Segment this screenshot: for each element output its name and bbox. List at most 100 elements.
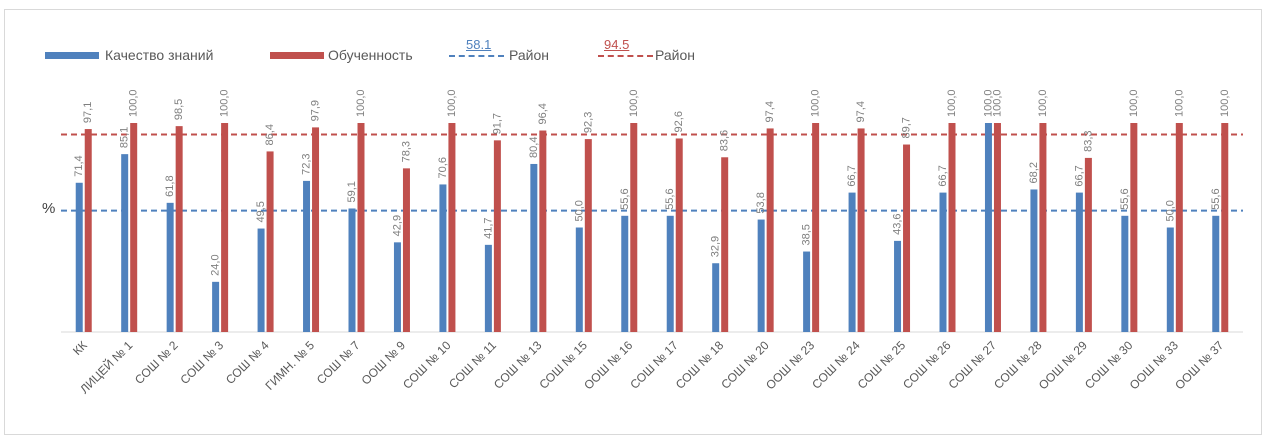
bar-learning xyxy=(539,130,547,332)
bar-learning xyxy=(221,123,229,332)
bar-learning xyxy=(448,123,456,332)
data-label-quality: 61,8 xyxy=(164,175,176,196)
legend-swatch-learning xyxy=(270,52,324,59)
bar-quality xyxy=(621,215,629,332)
data-label-learning: 78,3 xyxy=(400,141,412,162)
bar-quality xyxy=(484,244,492,332)
bar-quality xyxy=(984,123,992,332)
bar-quality xyxy=(1166,227,1174,332)
data-label-learning: 100,0 xyxy=(1219,89,1231,117)
legend-dash-district-blue xyxy=(449,55,504,57)
x-tick-label: ООШ № 37 xyxy=(1172,338,1226,392)
data-label-learning: 100,0 xyxy=(946,89,958,117)
data-label-learning: 92,3 xyxy=(582,112,594,133)
bar-quality xyxy=(712,263,720,332)
bar-quality xyxy=(894,240,902,332)
data-label-quality: 59,1 xyxy=(346,181,358,202)
data-label-quality: 43,6 xyxy=(892,213,904,234)
data-label-learning: 100,0 xyxy=(128,89,140,117)
x-tick-label: СОШ № 24 xyxy=(809,338,863,392)
bar-learning xyxy=(993,123,1001,332)
bar-quality xyxy=(257,228,265,332)
data-label-quality: 80,4 xyxy=(528,137,540,158)
x-tick-label: СОШ № 27 xyxy=(946,338,1000,392)
bar-learning xyxy=(1084,157,1092,332)
bar-learning xyxy=(130,123,138,332)
bar-quality xyxy=(348,208,356,332)
data-label-quality: 50,0 xyxy=(1164,200,1176,221)
data-label-quality: 72,3 xyxy=(301,153,313,174)
data-label-quality: 55,6 xyxy=(619,188,631,209)
data-label-learning: 86,4 xyxy=(264,124,276,145)
data-label-learning: 100,0 xyxy=(810,89,822,117)
bar-learning xyxy=(857,128,865,332)
x-tick-label: ООШ № 16 xyxy=(581,338,635,392)
legend-swatch-quality xyxy=(45,52,99,59)
bar-quality xyxy=(303,180,311,332)
data-label-learning: 97,4 xyxy=(855,101,867,122)
data-label-learning: 97,4 xyxy=(764,101,776,122)
bar-quality xyxy=(1121,215,1129,332)
bar-learning xyxy=(312,127,320,332)
bar-learning xyxy=(175,126,183,332)
data-label-quality: 85,1 xyxy=(119,127,131,148)
bar-learning xyxy=(766,128,774,332)
data-label-learning: 100,0 xyxy=(991,89,1003,117)
bar-learning xyxy=(1130,123,1138,332)
data-label-quality: 53,8 xyxy=(755,192,767,213)
legend-dash-district-red xyxy=(598,55,653,57)
data-label-quality: 55,6 xyxy=(664,188,676,209)
data-label-learning: 100,0 xyxy=(355,89,367,117)
bar-quality xyxy=(530,163,538,332)
data-label-learning: 96,4 xyxy=(537,103,549,124)
data-label-quality: 68,2 xyxy=(1028,162,1040,183)
bar-learning xyxy=(402,168,410,332)
x-tick-label: СОШ № 18 xyxy=(673,338,727,392)
bar-quality xyxy=(666,215,674,332)
bar-learning xyxy=(1175,123,1183,332)
bar-learning xyxy=(84,129,92,332)
bar-learning xyxy=(493,140,501,332)
x-tick-label: ГИМН. № 5 xyxy=(262,338,317,393)
bar-quality xyxy=(1030,189,1038,332)
bar-quality xyxy=(166,202,174,332)
data-label-quality: 50,0 xyxy=(573,200,585,221)
data-label-learning: 91,7 xyxy=(491,113,503,134)
data-label-quality: 55,6 xyxy=(1119,188,1131,209)
data-label-learning: 89,7 xyxy=(901,117,913,138)
bar-learning xyxy=(266,151,274,332)
data-label-learning: 97,9 xyxy=(310,100,322,121)
data-label-quality: 66,7 xyxy=(1073,165,1085,186)
legend-label-learning: Обученность xyxy=(328,47,413,63)
data-label-learning: 97,1 xyxy=(82,102,94,123)
bar-quality xyxy=(212,281,220,332)
legend-value-district-red: 94.5 xyxy=(604,37,630,52)
x-tick-label: ООШ № 29 xyxy=(1036,338,1090,392)
data-label-learning: 98,5 xyxy=(173,99,185,120)
x-tick-label: СОШ № 10 xyxy=(400,338,454,392)
x-tick-label: СОШ № 7 xyxy=(314,338,363,387)
x-tick-label: СОШ № 3 xyxy=(177,338,226,387)
bar-learning xyxy=(812,123,820,332)
data-label-learning: 100,0 xyxy=(1173,89,1185,117)
data-label-learning: 100,0 xyxy=(219,89,231,117)
data-label-learning: 83,6 xyxy=(719,130,731,151)
bar-quality xyxy=(75,182,83,332)
x-tick-label: СОШ № 25 xyxy=(855,338,909,392)
data-label-quality: 24,0 xyxy=(210,254,222,275)
bar-learning xyxy=(1221,123,1229,332)
data-label-quality: 70,6 xyxy=(437,157,449,178)
bar-quality xyxy=(803,251,811,332)
chart-frame: Качество знаний Обученность 58.1 Район 9… xyxy=(4,9,1262,435)
data-label-quality: 66,7 xyxy=(846,165,858,186)
data-label-quality: 55,6 xyxy=(1210,188,1222,209)
bar-learning xyxy=(948,123,956,332)
bar-quality xyxy=(393,242,401,332)
data-label-learning: 100,0 xyxy=(628,89,640,117)
bar-quality xyxy=(439,184,447,332)
bar-quality xyxy=(575,227,583,332)
y-axis-label: % xyxy=(42,200,56,217)
bar-learning xyxy=(584,139,592,332)
legend-label-district-red: Район xyxy=(655,47,695,63)
